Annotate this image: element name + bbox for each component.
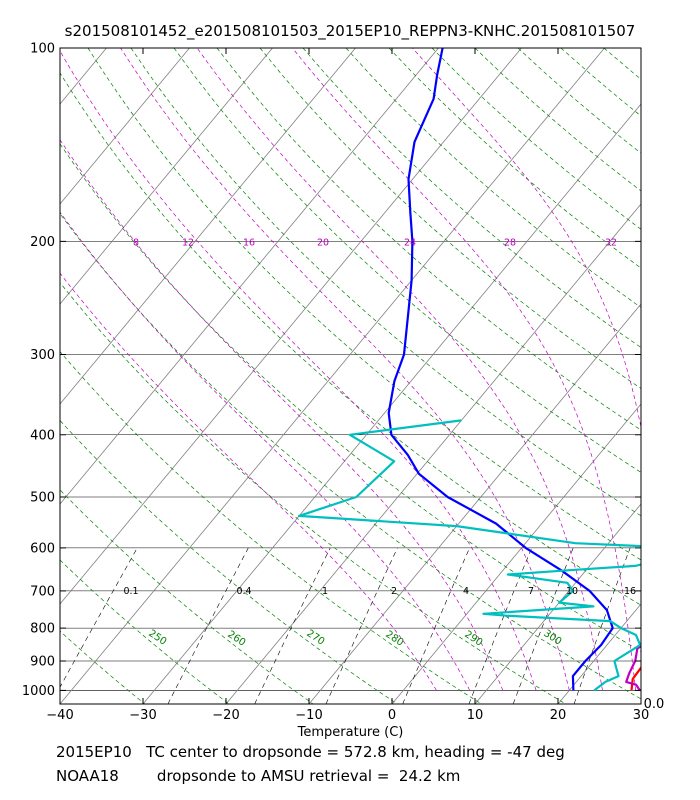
dry-adiabat: [60, 489, 314, 704]
corner-label: 0.0: [644, 697, 665, 712]
isotherm-line: [142, 103, 641, 704]
x-tick-label: −10: [295, 708, 322, 723]
y-tick-label: 200: [30, 235, 55, 250]
y-tick-label: 700: [30, 584, 55, 599]
dry-adiabat: [60, 702, 61, 704]
mixing-ratio-label: 10: [566, 586, 578, 597]
y-tick-label: 600: [30, 541, 55, 556]
x-tick-label: 10: [467, 708, 484, 723]
y-tick-label: 100: [30, 42, 55, 57]
mixing-ratio-label: 7: [528, 586, 534, 597]
mixing-ratio-line: [167, 547, 249, 704]
mixing-ratio-label: 1: [322, 586, 328, 597]
x-tick-label: −20: [212, 708, 239, 723]
dry-adiabat: [690, 48, 700, 704]
y-tick-label: 400: [30, 428, 55, 443]
dry-adiabat: [60, 143, 641, 652]
dry-adiabat: [60, 419, 398, 704]
isotherm-line: [60, 48, 356, 405]
moist-adiabat-label: 32: [605, 237, 617, 248]
dry-adiabat: [216, 48, 641, 431]
dry-adiabat: [60, 350, 482, 704]
isotherm-line: [0, 48, 23, 704]
mixing-ratio-line: [402, 547, 470, 704]
isotherm-line: [60, 48, 439, 505]
retrieval-dewpoint-line: [298, 419, 641, 692]
x-tick-label: 0: [388, 708, 396, 723]
footer-line-distance: 2015EP10 TC center to dropsonde = 572.8 …: [56, 743, 565, 761]
isotherm-line: [60, 48, 190, 205]
moist-adiabat-label: 16: [243, 237, 255, 248]
dry-adiabat: [647, 48, 700, 704]
isotherm-line: [60, 48, 273, 305]
temperature-line: [630, 665, 641, 691]
mixing-ratio-label: 0.1: [123, 586, 138, 597]
y-tick-label: 500: [30, 491, 55, 506]
dry-adiabat: [87, 48, 641, 561]
plot-area: [60, 48, 641, 704]
mixing-ratio-label: 2: [391, 586, 397, 597]
moist-adiabat-label: 8: [133, 237, 139, 248]
mixing-ratio-label: 16: [624, 586, 636, 597]
moist-adiabat-label: 24: [404, 237, 416, 248]
dry-adiabat: [60, 630, 146, 704]
moist-adiabat-label: 20: [317, 237, 329, 248]
moist-adiabat: [120, 48, 570, 691]
y-tick-label: 900: [30, 654, 55, 669]
y-tick-label: 300: [30, 348, 55, 363]
mixing-ratio-label: 4: [463, 586, 469, 597]
x-axis-label: Temperature (C): [297, 725, 404, 740]
mixing-ratio-line: [60, 547, 138, 688]
dry-adiabat: [302, 48, 641, 348]
moist-adiabat: [60, 50, 537, 691]
moist-adiabat: [60, 211, 471, 691]
x-tick-label: −40: [46, 708, 73, 723]
mixing-ratio-line: [325, 547, 398, 704]
y-tick-label: 800: [30, 622, 55, 637]
retrieval-temperature-line: [625, 645, 641, 691]
isotherm-line: [60, 48, 605, 704]
moist-adiabat: [292, 48, 637, 691]
mixing-ratio-line: [254, 547, 331, 704]
x-tick-label: 20: [550, 708, 567, 723]
y-tick-label: 1000: [22, 684, 55, 699]
isotherm-line: [60, 48, 522, 605]
mixing-ratio-line: [573, 547, 631, 704]
mixing-ratio-label: 0.4: [236, 586, 251, 597]
dry-adiabat: [60, 213, 641, 700]
moist-adiabat-label: 28: [504, 237, 516, 248]
mixing-ratio-line: [468, 547, 533, 704]
isotherm-line: [308, 303, 641, 704]
moist-adiabat: [60, 139, 504, 691]
plot-frame: [59, 47, 642, 705]
footer-line-retrieval: NOAA18 dropsonde to AMSU retrieval = 24.…: [56, 767, 461, 785]
dewpoint-line: [387, 48, 614, 691]
x-tick-label: 30: [633, 708, 650, 723]
dry-adiabat: [60, 282, 566, 704]
dry-adiabat: [60, 559, 230, 704]
moist-adiabat: [412, 48, 641, 429]
isotherm-line: [225, 203, 641, 704]
x-tick-label: −30: [129, 708, 156, 723]
moist-adiabat: [196, 48, 603, 691]
isotherm-line: [391, 403, 641, 704]
mixing-ratio-line: [512, 547, 574, 704]
moist-adiabat-label: 12: [182, 237, 194, 248]
moist-adiabat: [60, 272, 437, 691]
isotherm-line: [640, 703, 641, 704]
isotherm-line: [474, 503, 641, 704]
chart-title: s201508101452_e201508101503_2015EP10_REP…: [64, 22, 636, 40]
dry-adiabat: [173, 48, 641, 473]
